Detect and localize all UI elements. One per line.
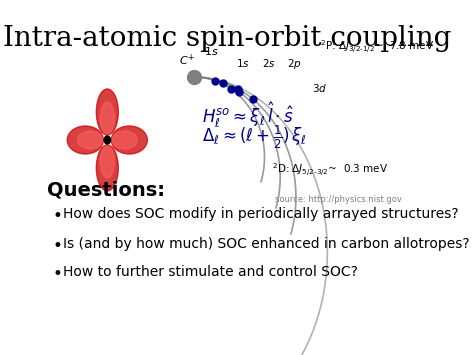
Text: Intra-atomic spin-orbit coupling: Intra-atomic spin-orbit coupling xyxy=(2,25,451,52)
Text: •: • xyxy=(52,265,62,283)
Text: Questions:: Questions: xyxy=(47,180,165,199)
Ellipse shape xyxy=(100,146,114,178)
Text: $1s$: $1s$ xyxy=(204,45,219,57)
Ellipse shape xyxy=(67,126,103,154)
Text: $^{2}$D: $\Delta J_{5/2\text{-}3/2}$~  0.3 meV: $^{2}$D: $\Delta J_{5/2\text{-}3/2}$~ 0.… xyxy=(273,162,389,179)
Text: •: • xyxy=(52,207,62,225)
Text: $H_{\ell}^{so} \approx \xi_{\ell}\, \hat{l} \cdot \hat{s}$: $H_{\ell}^{so} \approx \xi_{\ell}\, \hat… xyxy=(201,100,293,130)
Text: $2p$: $2p$ xyxy=(287,57,302,71)
Text: How does SOC modify in periodically arrayed structures?: How does SOC modify in periodically arra… xyxy=(63,207,458,221)
Text: $\Delta_{\ell} \approx (\ell + \frac{1}{2})\, \xi_{\ell}$: $\Delta_{\ell} \approx (\ell + \frac{1}{… xyxy=(201,123,307,151)
Text: $C^{+}$: $C^{+}$ xyxy=(179,53,196,68)
Text: $^{2}$P: $\Delta J_{3/2\text{-}1/2}$~  7.8 meV: $^{2}$P: $\Delta J_{3/2\text{-}1/2}$~ 7.… xyxy=(319,39,434,55)
Ellipse shape xyxy=(77,131,102,149)
Text: source: http://physics.nist.gov: source: http://physics.nist.gov xyxy=(275,195,402,204)
Text: Is (and by how much) SOC enhanced in carbon allotropes?: Is (and by how much) SOC enhanced in car… xyxy=(63,237,469,251)
Ellipse shape xyxy=(96,145,118,191)
Ellipse shape xyxy=(96,89,118,135)
Circle shape xyxy=(104,136,110,144)
Ellipse shape xyxy=(100,102,114,134)
Text: $1s$: $1s$ xyxy=(236,57,249,69)
Text: How to further stimulate and control SOC?: How to further stimulate and control SOC… xyxy=(63,265,357,279)
Text: $3d$: $3d$ xyxy=(312,82,327,94)
Text: $2s$: $2s$ xyxy=(262,57,275,69)
Text: •: • xyxy=(52,237,62,255)
Ellipse shape xyxy=(111,126,147,154)
Ellipse shape xyxy=(112,131,137,149)
